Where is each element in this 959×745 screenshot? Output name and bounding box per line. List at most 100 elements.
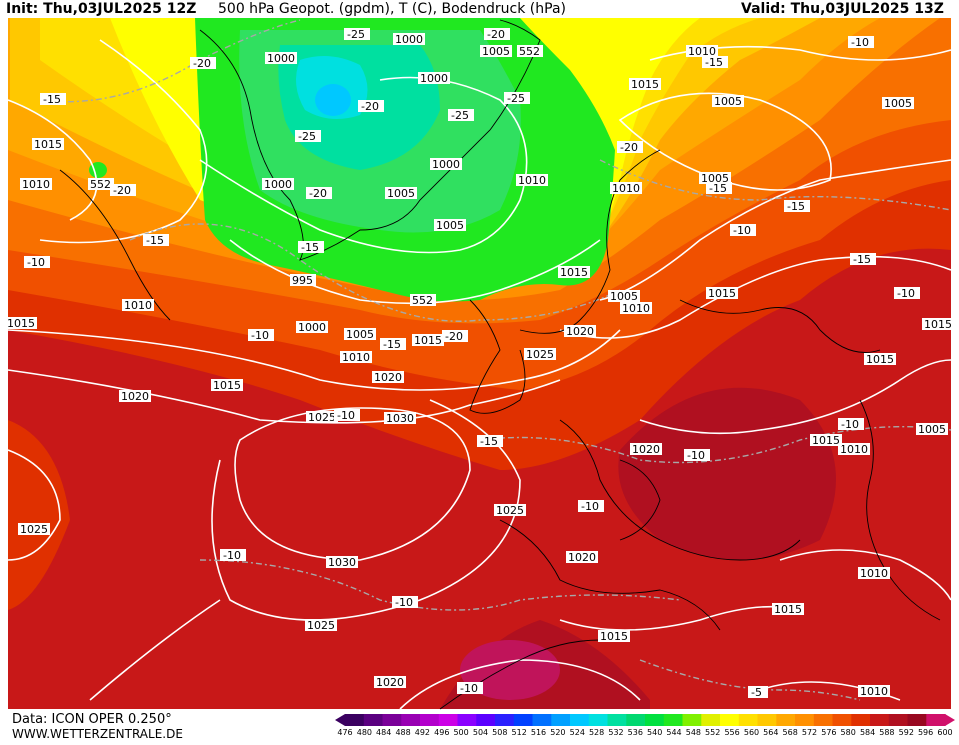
- legend-swatch: [757, 714, 777, 726]
- temperature-label: -15: [706, 182, 732, 195]
- isobar-label: 1005: [882, 97, 914, 110]
- isobar-labels: 1000 1005 552 1010 1015 1005 1000 1000 1…: [5, 33, 954, 698]
- legend-swatch: [776, 714, 796, 726]
- isobar-label: 1015: [32, 138, 64, 151]
- isobar-label: 1015: [211, 379, 243, 392]
- legend-tick-label: 476: [337, 728, 352, 737]
- isobar-label: 1005: [699, 172, 731, 185]
- legend-swatch: [626, 714, 646, 726]
- legend-tick-label: 588: [879, 728, 894, 737]
- isobar-label: 1015: [558, 266, 590, 279]
- svg-text:-10: -10: [460, 682, 478, 695]
- isobar-label: 1005: [712, 95, 744, 108]
- website-credit: WWW.WETTERZENTRALE.DE: [12, 727, 183, 741]
- legend-swatch: [682, 714, 702, 726]
- isobar-label: 1000: [262, 178, 294, 191]
- temperature-label: -20: [190, 57, 216, 70]
- svg-text:1005: 1005: [714, 95, 742, 108]
- isobar-label: 1025: [524, 348, 556, 361]
- legend-tick-label: 544: [666, 728, 681, 737]
- temperature-label: -10: [730, 224, 756, 237]
- isobar-label: 1000: [393, 33, 425, 46]
- svg-text:1015: 1015: [34, 138, 62, 151]
- legend-tick-label: 524: [570, 728, 585, 737]
- legend-swatch: [832, 714, 852, 726]
- svg-text:-20: -20: [361, 100, 379, 113]
- temperature-label: -10: [848, 36, 874, 49]
- legend-tick-label: 532: [608, 728, 623, 737]
- temperature-label: -15: [850, 253, 876, 266]
- svg-text:1030: 1030: [386, 412, 414, 425]
- valid-time: Valid: Thu,03JUL2025 13Z: [741, 1, 944, 17]
- svg-text:-15: -15: [301, 241, 319, 254]
- temperature-label: -20: [358, 100, 384, 113]
- svg-text:-15: -15: [383, 338, 401, 351]
- legend-tick-label: 600: [937, 728, 952, 737]
- temperature-label: -10: [220, 549, 246, 562]
- legend-tick-label: 592: [899, 728, 914, 737]
- svg-text:1015: 1015: [213, 379, 241, 392]
- svg-text:-10: -10: [337, 409, 355, 422]
- svg-text:-15: -15: [853, 253, 871, 266]
- isobar-label: 1005: [385, 187, 417, 200]
- svg-text:1025: 1025: [307, 619, 335, 632]
- svg-text:1000: 1000: [420, 72, 448, 85]
- svg-text:1020: 1020: [121, 390, 149, 403]
- svg-text:1020: 1020: [632, 443, 660, 456]
- legend-swatch: [795, 714, 815, 726]
- svg-text:1025: 1025: [308, 411, 336, 424]
- legend-swatch: [663, 714, 684, 726]
- svg-text:1010: 1010: [840, 443, 868, 456]
- isobar-label: 1020: [566, 551, 598, 564]
- legend-tick-label: 528: [589, 728, 604, 737]
- ridge-max: [460, 640, 560, 700]
- svg-text:-10: -10: [733, 224, 751, 237]
- isobar-label: 1010: [516, 174, 548, 187]
- svg-text:-5: -5: [751, 686, 762, 699]
- legend-swatch: [607, 714, 627, 726]
- legend-swatch: [363, 714, 384, 726]
- svg-text:1005: 1005: [436, 219, 464, 232]
- isobar-label: 1010: [122, 299, 154, 312]
- isobar-label: 1015: [629, 78, 661, 91]
- isobar-label: 1015: [5, 317, 37, 330]
- isobar-label: 552: [88, 178, 114, 191]
- temperature-label: -25: [448, 109, 474, 122]
- legend-tick-label: 488: [395, 728, 410, 737]
- temperature-label: -25: [504, 92, 530, 105]
- svg-text:-15: -15: [480, 435, 498, 448]
- legend-swatch: [888, 714, 909, 726]
- temperature-label: -10: [248, 329, 274, 342]
- legend-swatch: [532, 714, 552, 726]
- svg-text:-10: -10: [251, 329, 269, 342]
- temperature-label: -20: [110, 184, 136, 197]
- svg-text:1015: 1015: [708, 287, 736, 300]
- isobar-label: 1025: [305, 619, 337, 632]
- temperature-label: -10: [334, 409, 360, 422]
- temperature-label: -15: [784, 200, 810, 213]
- svg-text:-20: -20: [620, 141, 638, 154]
- svg-text:995: 995: [292, 274, 313, 287]
- temperature-label: -20: [442, 330, 468, 343]
- isobar-label: 1030: [384, 412, 416, 425]
- svg-text:-15: -15: [709, 182, 727, 195]
- svg-text:1015: 1015: [414, 334, 442, 347]
- svg-text:1005: 1005: [482, 45, 510, 58]
- svg-text:-25: -25: [298, 130, 316, 143]
- color-legend: 476 480 484 488 492 496 500 504 508 512 516 520 524 5…: [335, 714, 955, 737]
- temperature-lines: [39, 19, 952, 701]
- svg-text:1020: 1020: [568, 551, 596, 564]
- legend-tick-label: 572: [802, 728, 817, 737]
- legend-tick-label: 520: [550, 728, 565, 737]
- isobar-label: 1000: [296, 321, 328, 334]
- legend-swatch: [870, 714, 890, 726]
- temperature-label: -20: [484, 28, 510, 41]
- isobar-label: 1010: [340, 351, 372, 364]
- svg-text:1015: 1015: [600, 630, 628, 643]
- legend-swatch: [438, 714, 459, 726]
- temperature-labels: -25 -20 -20 -10 -15 -15 -20 -25 -25 -25 …: [24, 28, 920, 699]
- svg-text:1010: 1010: [22, 178, 50, 191]
- svg-text:1010: 1010: [342, 351, 370, 364]
- svg-text:1025: 1025: [526, 348, 554, 361]
